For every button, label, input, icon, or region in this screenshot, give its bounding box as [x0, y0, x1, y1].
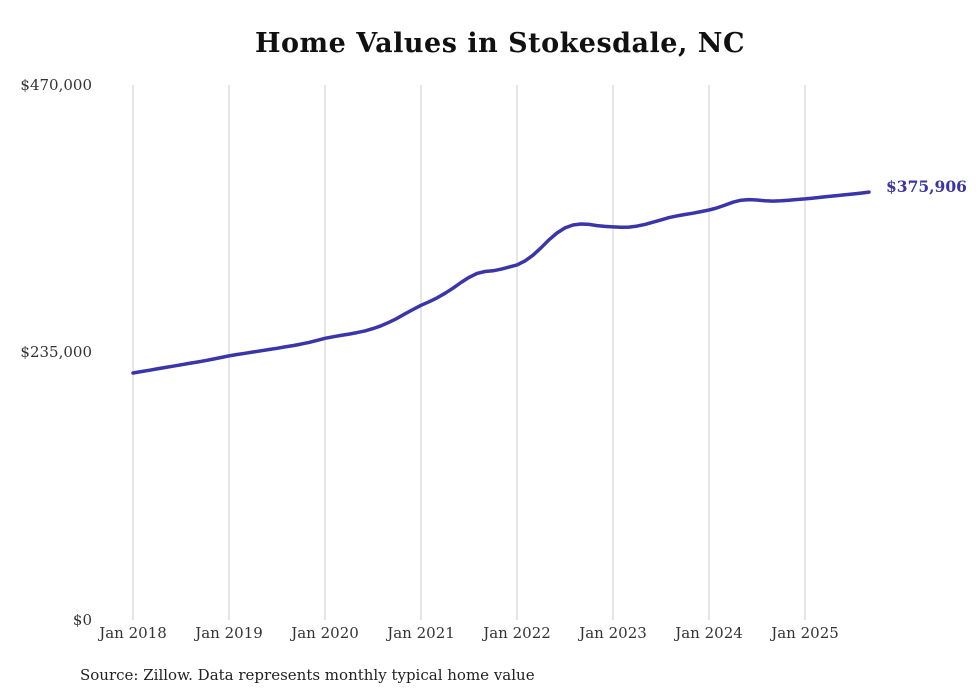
x-axis-tick-label: Jan 2023 [579, 624, 647, 642]
home-value-line [131, 190, 871, 375]
chart-title: Home Values in Stokesdale, NC [255, 28, 745, 59]
x-axis-tick-label: Jan 2021 [387, 624, 455, 642]
x-axis-tick-label: Jan 2022 [483, 624, 551, 642]
x-axis-tick-label: Jan 2025 [771, 624, 839, 642]
x-axis-tick-label: Jan 2020 [291, 624, 359, 642]
y-axis-tick-label: $470,000 [20, 76, 92, 94]
x-axis-tick-label: Jan 2018 [99, 624, 167, 642]
latest-value-label: $375,906 [886, 177, 967, 196]
x-axis-tick-label: Jan 2024 [675, 624, 743, 642]
x-axis-tick-label: Jan 2019 [195, 624, 263, 642]
y-axis-tick-label: $0 [72, 611, 92, 629]
source-note: Source: Zillow. Data represents monthly … [80, 666, 535, 684]
y-axis-tick-label: $235,000 [20, 343, 92, 361]
